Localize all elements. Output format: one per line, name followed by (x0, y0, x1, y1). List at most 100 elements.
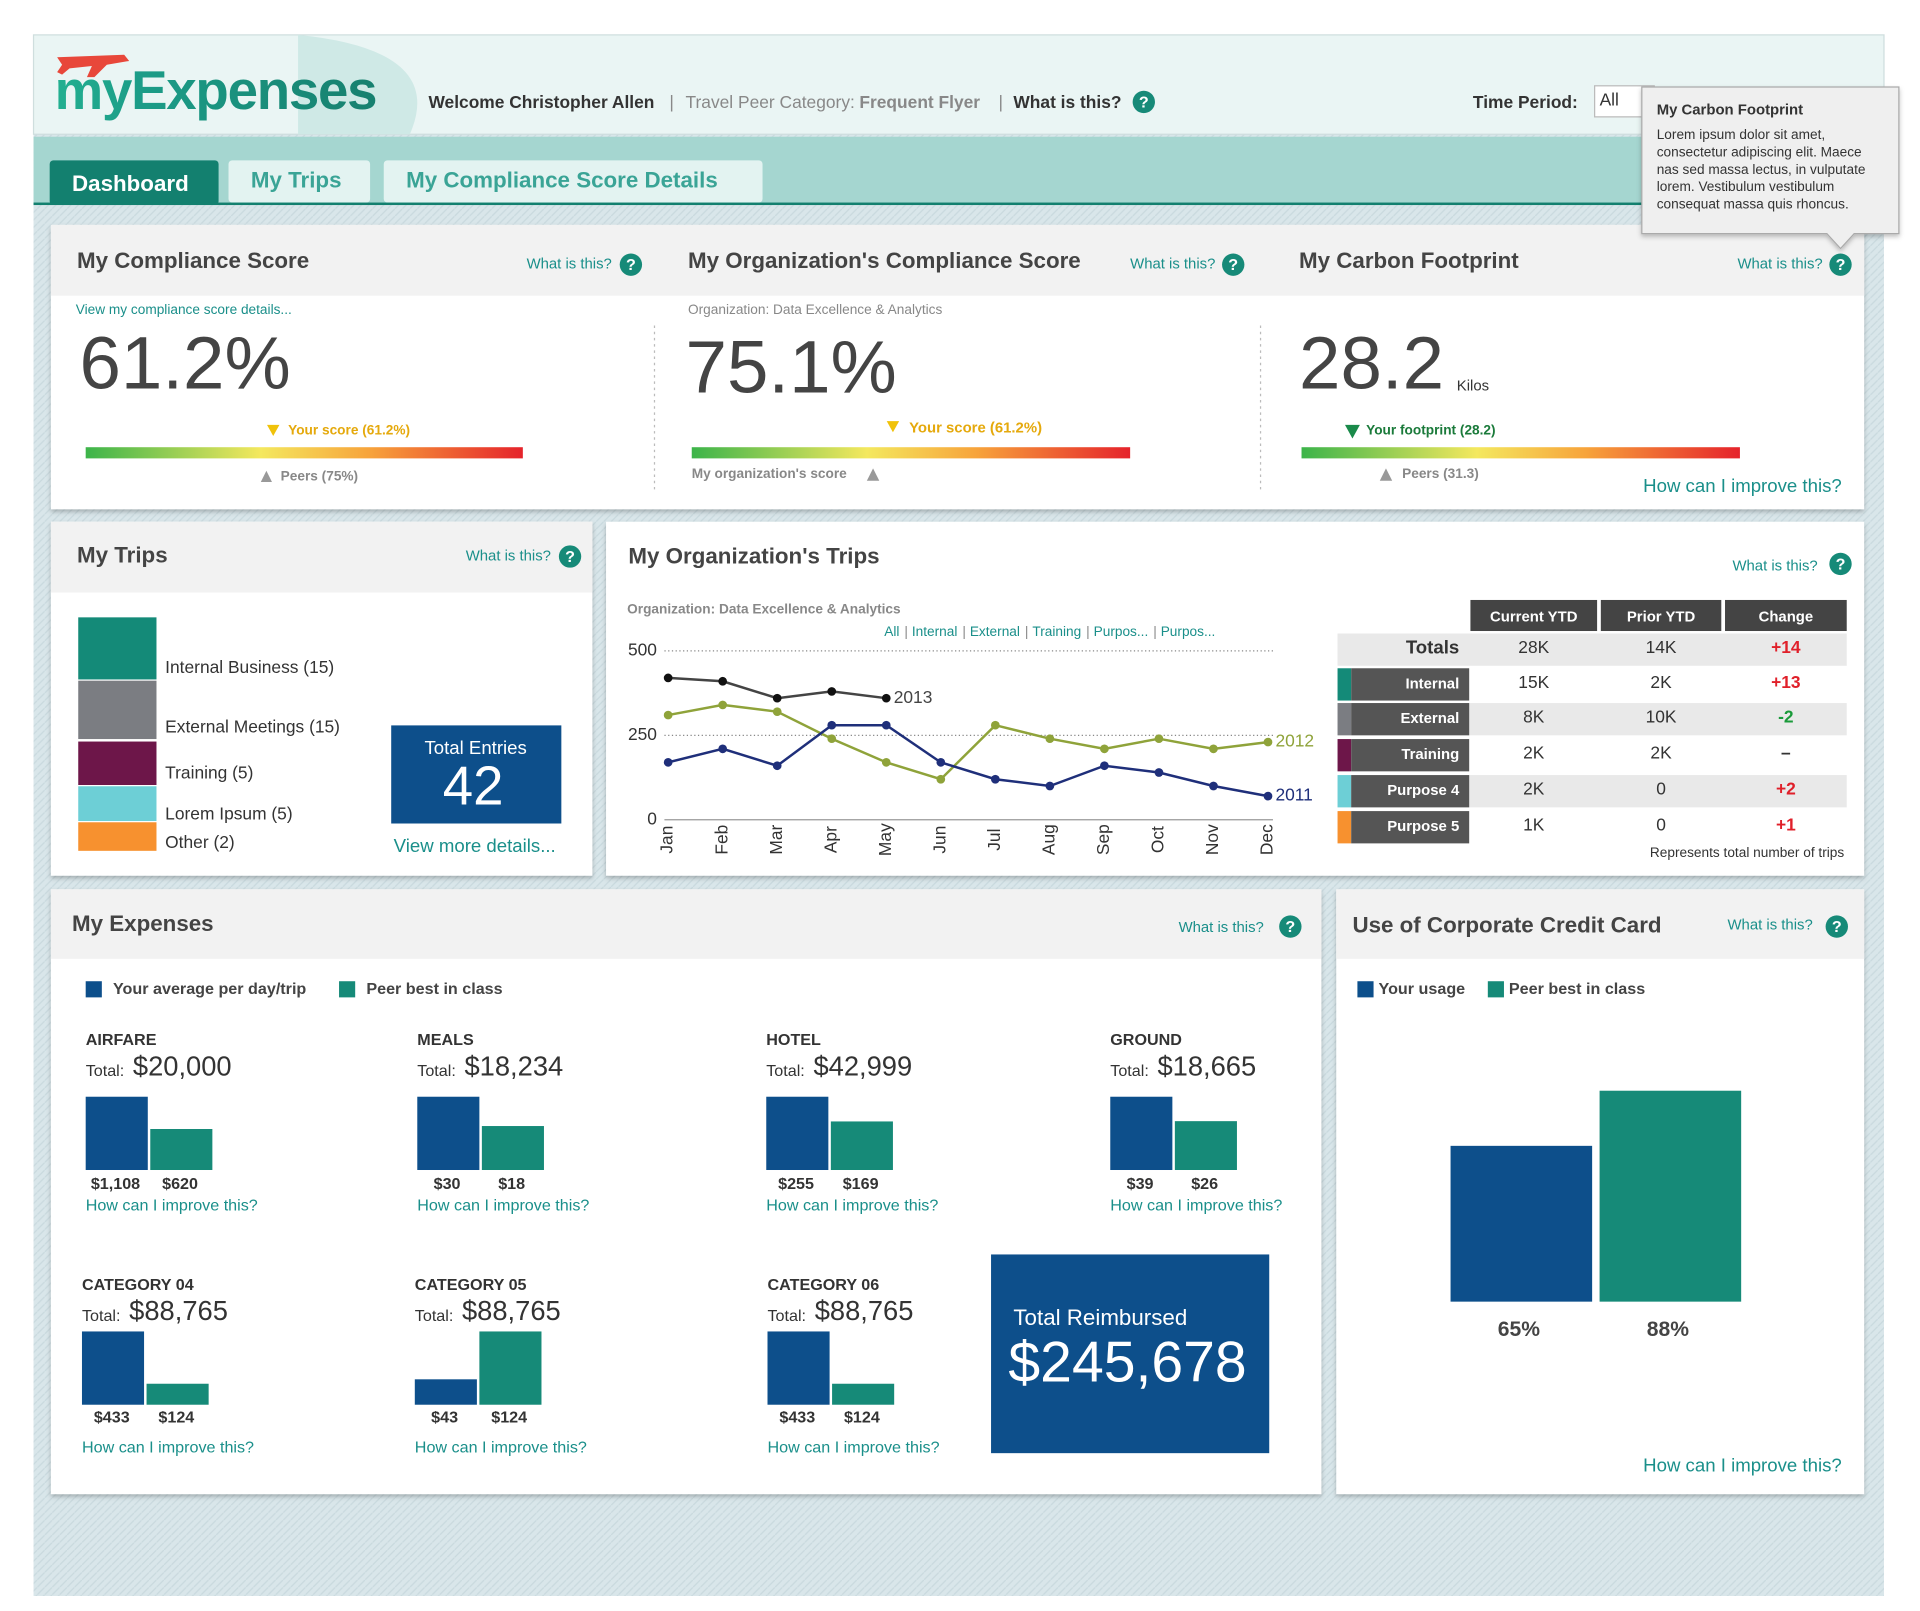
trip-swatch (78, 741, 157, 786)
x-tick-label: May (875, 823, 895, 856)
help-icon[interactable] (558, 545, 582, 568)
help-icons: ???????? (558, 90, 1852, 938)
filter-link[interactable]: Internal (912, 624, 958, 639)
separator: | (1086, 624, 1090, 639)
series-point (1209, 781, 1218, 791)
trip-label: Internal Business (15) (165, 657, 334, 677)
filter-link[interactable]: Purpos... (1161, 624, 1216, 639)
help-icon[interactable] (1279, 915, 1302, 938)
what-link[interactable]: What is this? (1732, 558, 1817, 574)
marker (886, 421, 900, 433)
x-tick-label: Nov (1202, 824, 1222, 855)
gauge (691, 447, 1131, 459)
column-header: Current YTD (1490, 609, 1578, 625)
improve-link[interactable]: How can I improve this? (417, 1196, 589, 1214)
improve-link[interactable]: How can I improve this? (1643, 1455, 1842, 1476)
marker (866, 468, 880, 481)
cell: 15K (1518, 672, 1549, 692)
improve-link[interactable]: How can I improve this? (86, 1196, 258, 1214)
trip-swatch (78, 617, 157, 680)
help-icon[interactable] (1829, 253, 1852, 276)
help-icon[interactable] (1222, 253, 1245, 276)
tooltip: My Carbon Footprint Lorem ipsum dolor si… (1641, 86, 1900, 250)
improve-link[interactable]: How can I improve this? (768, 1438, 940, 1456)
series-point (663, 673, 673, 683)
total-label: Total: (417, 1062, 456, 1080)
x-tick-label: Mar (766, 824, 786, 854)
bar-label: $169 (843, 1175, 879, 1193)
series-point (881, 758, 891, 767)
bar-label: $255 (778, 1175, 814, 1193)
cell: +13 (1771, 672, 1801, 692)
improve-link[interactable]: How can I improve this? (82, 1438, 254, 1456)
total-label: Total: (82, 1307, 121, 1325)
improve-link[interactable]: How can I improve this? (1643, 475, 1842, 496)
filter-link[interactable]: Training (1032, 624, 1081, 639)
row-label: Internal (1405, 676, 1459, 692)
series-point (663, 758, 673, 767)
bar-label: $433 (94, 1409, 130, 1427)
help-glyph: ? (1832, 918, 1842, 936)
panel-header (50, 521, 593, 593)
group-name: HOTEL (766, 1031, 821, 1049)
series-point (663, 710, 673, 720)
series-point (1100, 761, 1109, 771)
x-tick-label: Sep (1093, 824, 1113, 855)
what-link[interactable]: What is this? (1130, 257, 1215, 273)
improve-link[interactable]: How can I improve this? (415, 1438, 587, 1456)
group-total: $88,765 (462, 1295, 561, 1326)
x-tick-label: Feb (711, 825, 731, 855)
help-glyph: ? (565, 548, 575, 566)
time-label: Time Period: (1473, 92, 1578, 112)
what-link[interactable]: What is this? (1179, 920, 1264, 936)
help-icon[interactable] (1829, 552, 1852, 576)
panel-title: Use of Corporate Credit Card (1352, 912, 1661, 937)
tab[interactable] (228, 160, 371, 203)
help-icon[interactable] (1132, 90, 1155, 114)
improve-link[interactable]: How can I improve this? (766, 1196, 938, 1214)
bar (830, 1121, 893, 1171)
trip-label: Training (5) (165, 762, 253, 782)
row-label-cell (1351, 739, 1470, 772)
group-name: MEALS (417, 1031, 474, 1049)
what-link[interactable]: What is this? (1728, 917, 1813, 933)
bar-label: 65% (1498, 1318, 1540, 1341)
x-tick-label: Aug (1038, 824, 1058, 855)
panel-title: My Trips (77, 542, 168, 567)
trip-swatch (78, 680, 157, 740)
trip-label: Other (2) (165, 832, 235, 852)
improve-link[interactable]: How can I improve this? (1110, 1196, 1282, 1214)
trip-swatch (78, 786, 157, 822)
x-tick-label: Jan (657, 826, 677, 854)
what-link[interactable]: What is this? (527, 257, 612, 273)
series-point (772, 761, 782, 771)
what-link[interactable]: What is this? (1013, 92, 1121, 112)
filter-link[interactable]: All (884, 624, 899, 639)
tooltip-line: consectetur adipiscing elit. Maece (1657, 144, 1862, 159)
filter-link[interactable]: External (970, 624, 1020, 639)
help-icon[interactable] (1825, 915, 1848, 938)
bar-label: $26 (1191, 1175, 1218, 1193)
separator: | (998, 92, 1003, 112)
series-point (1045, 781, 1055, 791)
filter-link[interactable]: Purpos... (1094, 624, 1149, 639)
series-point (936, 758, 946, 767)
what-link[interactable]: What is this? (1737, 257, 1822, 273)
total-box (391, 725, 562, 824)
tab[interactable] (383, 160, 763, 203)
cell: – (1781, 743, 1791, 763)
gauge (85, 447, 523, 459)
tab[interactable] (49, 160, 219, 206)
details-link[interactable]: View my compliance score details... (76, 302, 292, 317)
panel-title: My Carbon Footprint (1299, 248, 1519, 273)
panel-title: My Organization's Trips (628, 544, 879, 569)
marker (1379, 468, 1393, 481)
details-link[interactable]: View more details... (394, 835, 556, 856)
tooltip-body: Lorem ipsum dolor sit amet, consectetur a… (1657, 127, 1866, 212)
cell: 14K (1646, 637, 1677, 657)
help-icon[interactable] (619, 253, 643, 276)
bar (146, 1383, 209, 1405)
legend-label: Peer best in class (366, 980, 502, 998)
tab-rule (33, 202, 1884, 206)
what-link[interactable]: What is this? (466, 548, 551, 564)
